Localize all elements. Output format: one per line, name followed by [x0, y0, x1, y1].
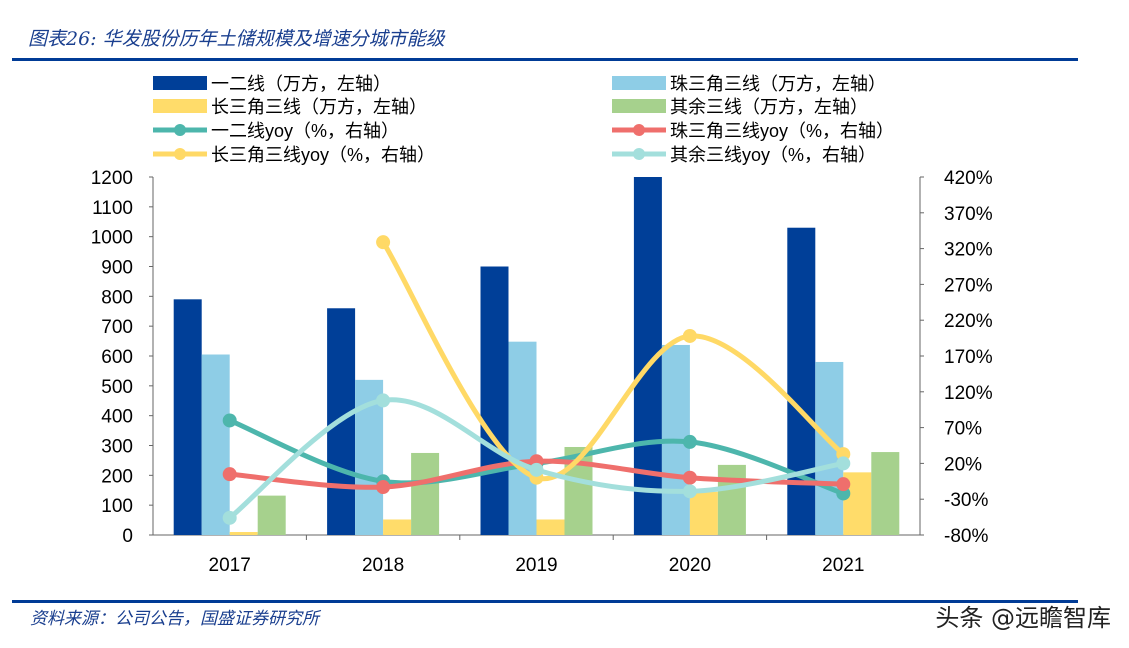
legend-label: 长三角三线yoy（%，右轴）	[211, 145, 435, 165]
legend-label: 一二线yoy（%，右轴）	[211, 121, 399, 141]
bar-1	[508, 341, 537, 535]
left-tick-label: 1200	[91, 168, 133, 189]
line-point-3	[836, 456, 851, 471]
bar-0	[173, 299, 202, 535]
line-point-1	[836, 477, 851, 492]
bar-3	[717, 464, 746, 535]
legend-marker	[633, 148, 645, 160]
left-tick-label: 1100	[92, 198, 133, 219]
bar-3	[257, 495, 286, 535]
right-tick-label: 370%	[944, 204, 993, 225]
category-label: 2021	[822, 555, 864, 576]
legend-marker	[174, 124, 186, 136]
legend-label: 长三角三线（万方，左轴）	[211, 97, 427, 117]
watermark: 头条 @远瞻智库	[935, 604, 1111, 632]
legend-label: 珠三角三线yoy（%，右轴）	[670, 121, 894, 141]
right-tick-label: -80%	[944, 526, 988, 547]
bar-1	[201, 354, 230, 535]
left-tick-label: 900	[101, 258, 133, 279]
bar-3	[411, 452, 440, 535]
left-tick-label: 0	[122, 526, 133, 547]
figure-title: 图表26: 华发股份历年土储规模及增速分城市能级	[28, 28, 445, 50]
legend-marker	[174, 148, 186, 160]
legend-swatch	[153, 76, 207, 90]
legend-swatch	[612, 76, 666, 90]
category-label: 2017	[209, 555, 251, 576]
bar-2	[229, 532, 258, 535]
right-tick-label: 70%	[944, 419, 982, 440]
line-point-3	[682, 484, 697, 499]
chart: 0 100 200 300 400 500 600 700 800 900 1000 1100 1200…	[91, 74, 993, 576]
line-series-2	[380, 239, 846, 482]
line-point-0	[222, 413, 237, 428]
left-tick-label: 200	[101, 466, 133, 487]
legend-marker	[633, 124, 645, 136]
left-tick-label: 1000	[91, 228, 133, 249]
right-tick-label: 270%	[944, 275, 993, 296]
right-tick-label: 170%	[944, 347, 993, 368]
category-label: 2020	[669, 555, 711, 576]
legend-label: 一二线（万方，左轴）	[211, 74, 391, 94]
bar-2	[536, 519, 565, 535]
bar-2	[383, 519, 412, 535]
left-tick-label: 800	[101, 287, 133, 308]
bottom-rule	[12, 600, 1078, 603]
left-tick-label: 300	[101, 437, 133, 458]
legend-label: 其余三线（万方，左轴）	[670, 97, 868, 117]
legend-swatch	[153, 99, 207, 113]
line-point-3	[222, 510, 237, 525]
right-tick-label: -30%	[944, 490, 988, 511]
legend-label: 其余三线yoy（%，右轴）	[670, 145, 876, 165]
legend-label: 珠三角三线（万方，左轴）	[670, 74, 886, 94]
line-point-1	[222, 467, 237, 482]
right-tick-label: 220%	[944, 311, 993, 332]
line-point-0	[682, 434, 697, 449]
line-point-3	[529, 462, 544, 477]
line-point-1	[376, 480, 391, 495]
source-note: 资料来源：公司公告，国盛证券研究所	[30, 609, 319, 629]
bar-3	[871, 452, 900, 535]
line-point-3	[376, 393, 391, 408]
right-tick-label: 120%	[944, 383, 993, 404]
left-tick-label: 700	[101, 317, 133, 338]
category-label: 2018	[362, 555, 404, 576]
right-tick-label: 320%	[944, 240, 993, 261]
right-tick-label: 20%	[944, 454, 982, 475]
legend-swatch	[612, 99, 666, 113]
line-point-2	[376, 235, 391, 250]
left-tick-label: 400	[101, 407, 133, 428]
category-label: 2019	[515, 555, 557, 576]
line-point-1	[682, 470, 697, 485]
bar-0	[480, 266, 509, 535]
left-tick-label: 500	[101, 377, 133, 398]
right-tick-label: 420%	[944, 168, 993, 189]
line-point-2	[682, 328, 697, 343]
bar-2	[689, 491, 718, 535]
left-tick-label: 600	[101, 347, 133, 368]
left-tick-label: 100	[101, 496, 133, 517]
top-rule	[12, 58, 1078, 61]
bar-0	[787, 227, 816, 535]
